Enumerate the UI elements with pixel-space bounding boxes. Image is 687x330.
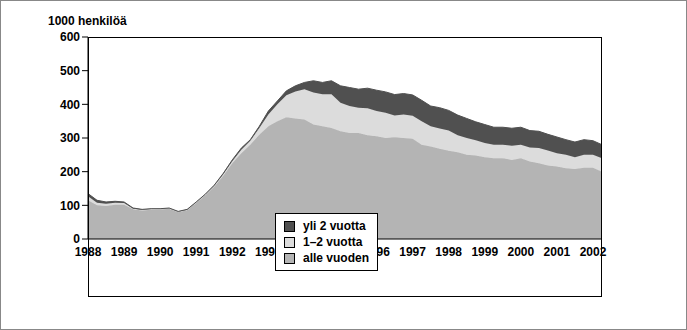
svg-text:1995: 1995 bbox=[327, 245, 354, 259]
svg-text:1989: 1989 bbox=[111, 245, 138, 259]
svg-text:1991: 1991 bbox=[183, 245, 210, 259]
svg-text:1988: 1988 bbox=[75, 245, 102, 259]
svg-text:1998: 1998 bbox=[435, 245, 462, 259]
svg-text:2002: 2002 bbox=[580, 245, 607, 259]
svg-text:1992: 1992 bbox=[219, 245, 246, 259]
svg-text:500: 500 bbox=[60, 64, 80, 78]
svg-text:1990: 1990 bbox=[147, 245, 174, 259]
svg-text:600: 600 bbox=[60, 30, 80, 44]
svg-text:2000: 2000 bbox=[507, 245, 534, 259]
svg-text:1996: 1996 bbox=[363, 245, 390, 259]
svg-text:2001: 2001 bbox=[544, 245, 571, 259]
svg-text:1997: 1997 bbox=[399, 245, 426, 259]
svg-text:100: 100 bbox=[60, 199, 80, 213]
svg-text:1999: 1999 bbox=[471, 245, 498, 259]
svg-text:300: 300 bbox=[60, 131, 80, 145]
svg-text:0: 0 bbox=[73, 232, 80, 246]
svg-text:200: 200 bbox=[60, 165, 80, 179]
svg-text:1994: 1994 bbox=[291, 245, 318, 259]
svg-text:400: 400 bbox=[60, 98, 80, 112]
svg-text:1993: 1993 bbox=[255, 245, 282, 259]
